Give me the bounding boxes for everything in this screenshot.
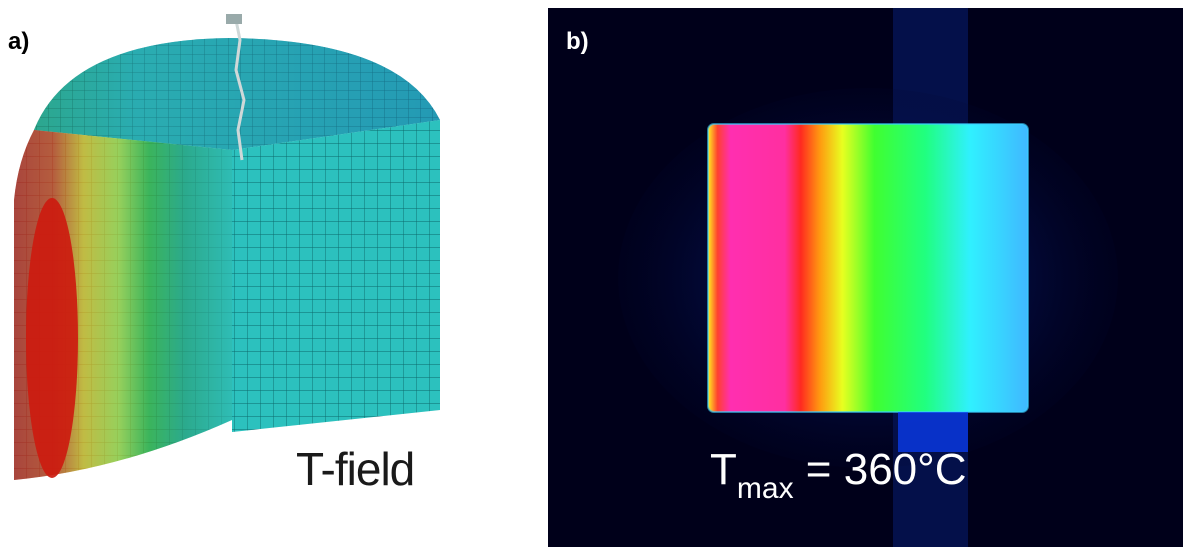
tmax-subscript: max bbox=[736, 472, 794, 505]
tmax-symbol: T bbox=[710, 445, 737, 494]
t-field-caption: T-field bbox=[296, 443, 415, 495]
tmax-caption: Tmax = 360°C bbox=[710, 445, 967, 505]
cut-face bbox=[232, 120, 440, 432]
heated-specimen bbox=[708, 124, 1028, 412]
thermal-image bbox=[618, 8, 1118, 547]
fe-model-panel: T-field bbox=[0, 0, 560, 547]
panel-label-b: b) bbox=[566, 28, 589, 55]
fe-mesh-figure bbox=[14, 14, 440, 480]
panel-label-a: a) bbox=[8, 28, 30, 55]
thermocouple-wire bbox=[234, 19, 246, 161]
tmax-value: = 360°C bbox=[793, 445, 967, 494]
thermal-image-panel: Tmax = 360°C bbox=[548, 8, 1183, 547]
